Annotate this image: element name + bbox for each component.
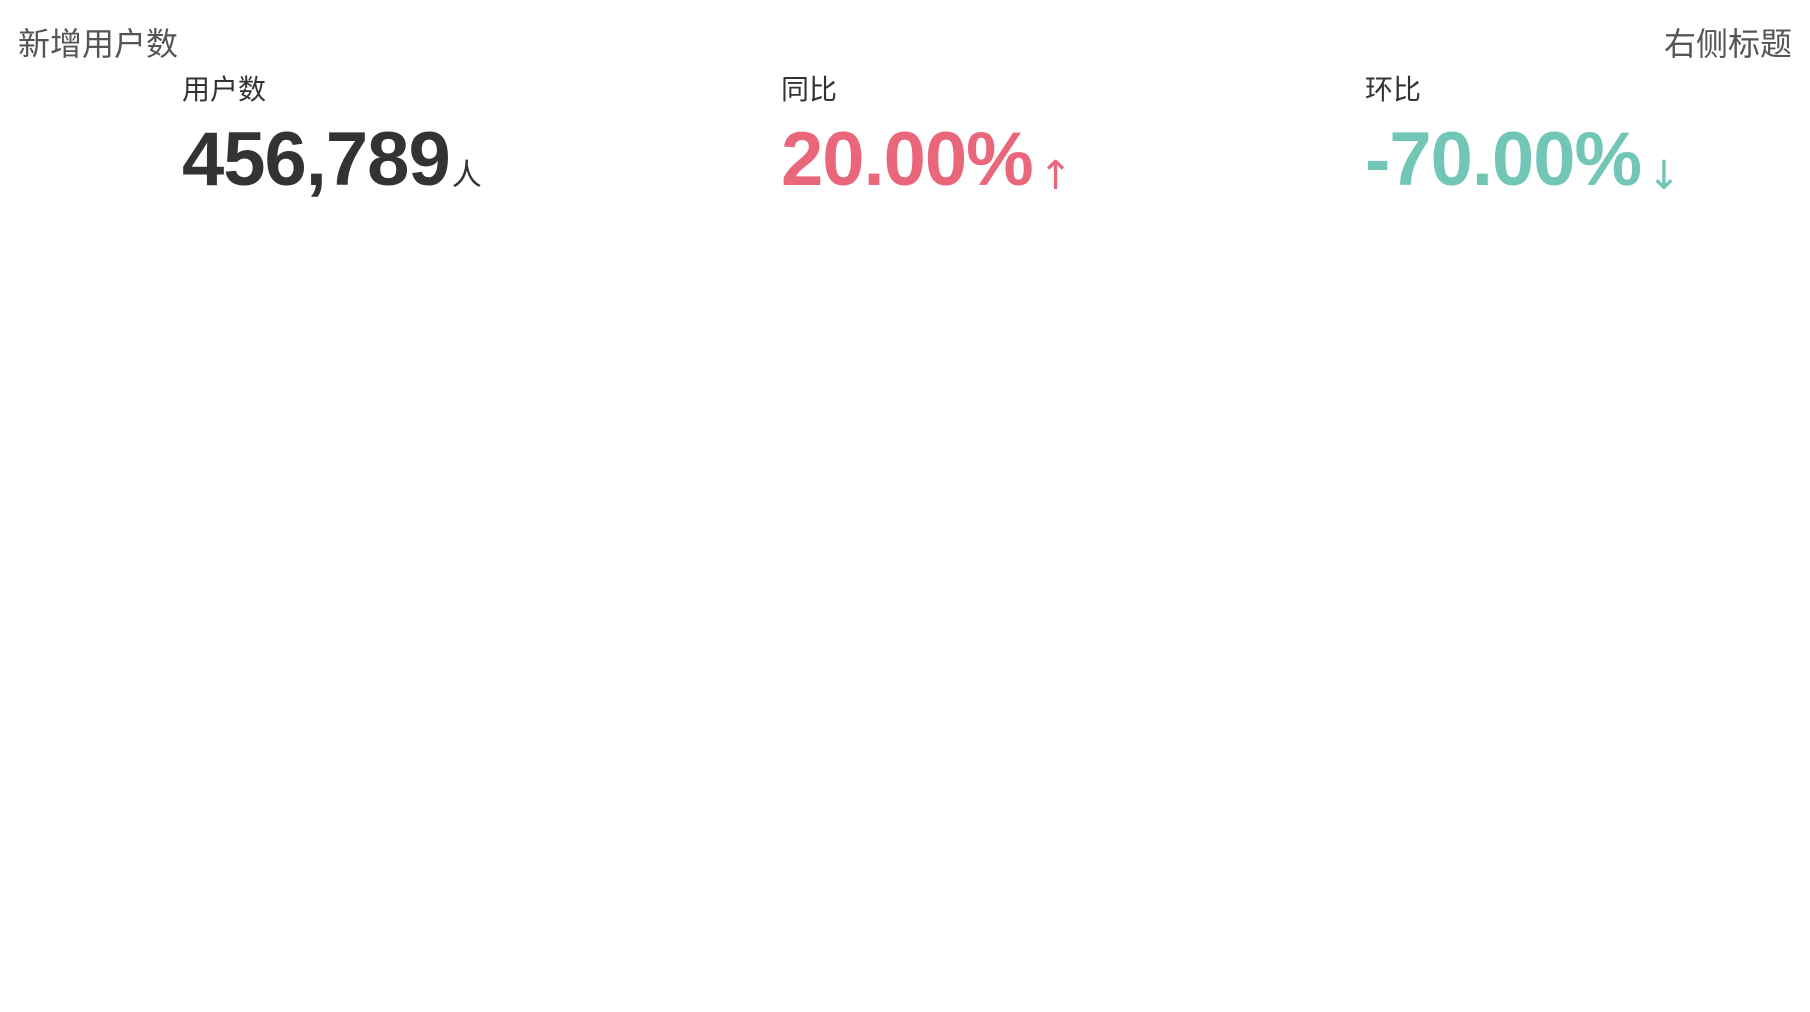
metric-yoy: 同比 20.00% ↑ xyxy=(781,72,1072,202)
metric-users-label: 用户数 xyxy=(182,73,267,106)
metric-mom: 环比 -70.00% ↓ xyxy=(1365,72,1681,202)
arrow-up-icon: ↑ xyxy=(1038,153,1073,199)
metric-mom-value: -70.00% xyxy=(1365,117,1642,202)
metric-users-value: 456,789 xyxy=(182,117,451,202)
metric-mom-label: 环比 xyxy=(1365,73,1422,106)
metric-users-value-row: 456,789 人 xyxy=(182,118,482,202)
card-title: 新增用户数 xyxy=(18,25,179,63)
arrow-down-icon: ↓ xyxy=(1647,153,1681,199)
metric-users: 用户数 456,789 人 xyxy=(182,72,482,202)
metric-yoy-value: 20.00% xyxy=(781,117,1034,202)
card-right-title: 右侧标题 xyxy=(1663,25,1792,63)
metric-yoy-value-row: 20.00% ↑ xyxy=(781,118,1072,202)
metric-yoy-label: 同比 xyxy=(781,73,838,106)
metric-mom-value-row: -70.00% ↓ xyxy=(1365,118,1681,202)
metric-users-unit: 人 xyxy=(451,158,482,193)
